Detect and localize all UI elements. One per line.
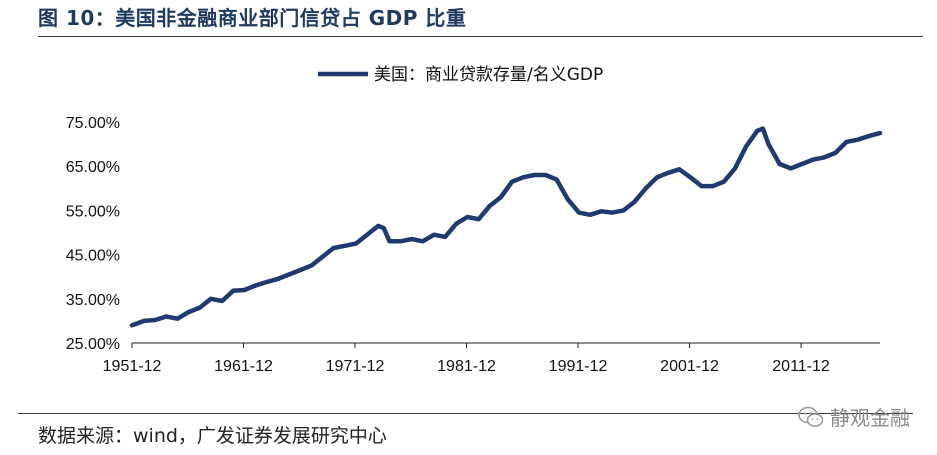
x-axis: 1951-12 1961-12 1971-12 1981-12 1991-12 2001-…	[103, 343, 830, 375]
y-tick-label: 35.00%	[66, 292, 120, 309]
title-divider	[38, 36, 923, 37]
y-tick-label: 65.00%	[66, 159, 120, 176]
watermark: 静观金融	[798, 402, 910, 431]
y-tick-label: 55.00%	[66, 203, 120, 220]
chart-legend: 美国：商业贷款存量/名义GDP	[318, 65, 603, 85]
source-note: 数据来源：wind，广发证券发展研究中心	[38, 425, 387, 447]
x-tick-label: 1971-12	[326, 358, 385, 375]
x-tick-label: 2001-12	[660, 358, 719, 375]
x-tick-label: 1991-12	[549, 358, 608, 375]
y-tick-label: 45.00%	[66, 248, 120, 265]
legend-label: 美国：商业贷款存量/名义GDP	[374, 65, 603, 85]
x-tick-label: 2011-12	[772, 358, 830, 375]
watermark-text: 静观金融	[830, 406, 910, 430]
x-tick-label: 1961-12	[214, 358, 273, 375]
y-axis: 75.00% 65.00% 55.00% 45.00% 35.00% 25.00%	[66, 115, 120, 353]
x-tick-label: 1981-12	[437, 358, 496, 375]
footer-divider	[18, 413, 913, 414]
wechat-icon	[798, 406, 824, 427]
series-line	[129, 126, 883, 328]
x-tick-label: 1951-12	[103, 358, 162, 375]
y-tick-label: 75.00%	[66, 115, 120, 132]
figure-title: 图 10：美国非金融商业部门信贷占 GDP 比重	[38, 6, 467, 30]
y-tick-label: 25.00%	[66, 336, 120, 353]
